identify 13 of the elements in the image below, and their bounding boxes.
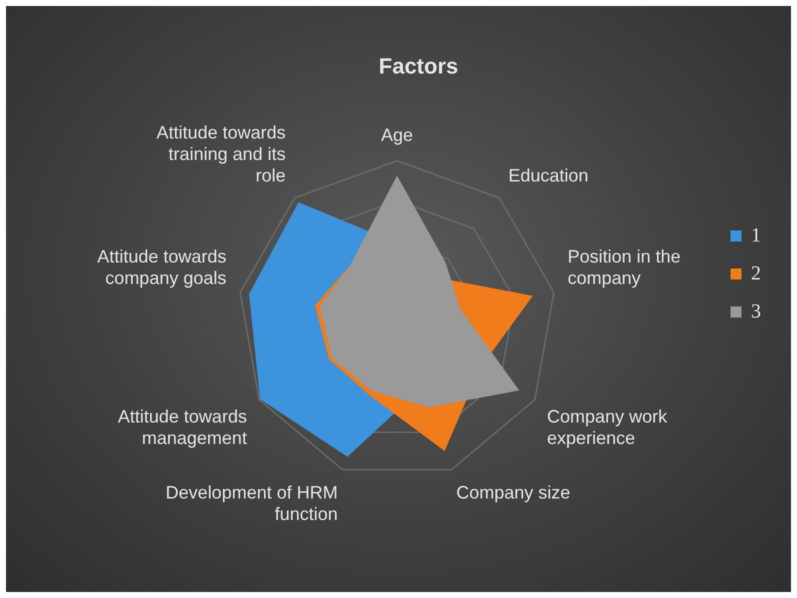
spoke-label: Attitude towards management: [118, 406, 247, 448]
legend-label: 2: [751, 262, 761, 284]
spoke-label: Position in the company: [568, 246, 681, 288]
spoke-label: Attitude towards training and its role: [156, 122, 286, 186]
spoke-label: Development of HRM function: [166, 482, 338, 524]
legend-label: 1: [751, 224, 761, 246]
spoke-label: Company size: [456, 482, 570, 503]
spoke-label: Attitude towards company goals: [97, 246, 226, 288]
spoke-label: Company work experience: [547, 406, 668, 448]
spoke-label: Age: [380, 124, 414, 145]
chart-title: Factors: [378, 53, 458, 78]
legend-label: 3: [751, 300, 761, 322]
spoke-label: Education: [508, 165, 588, 186]
